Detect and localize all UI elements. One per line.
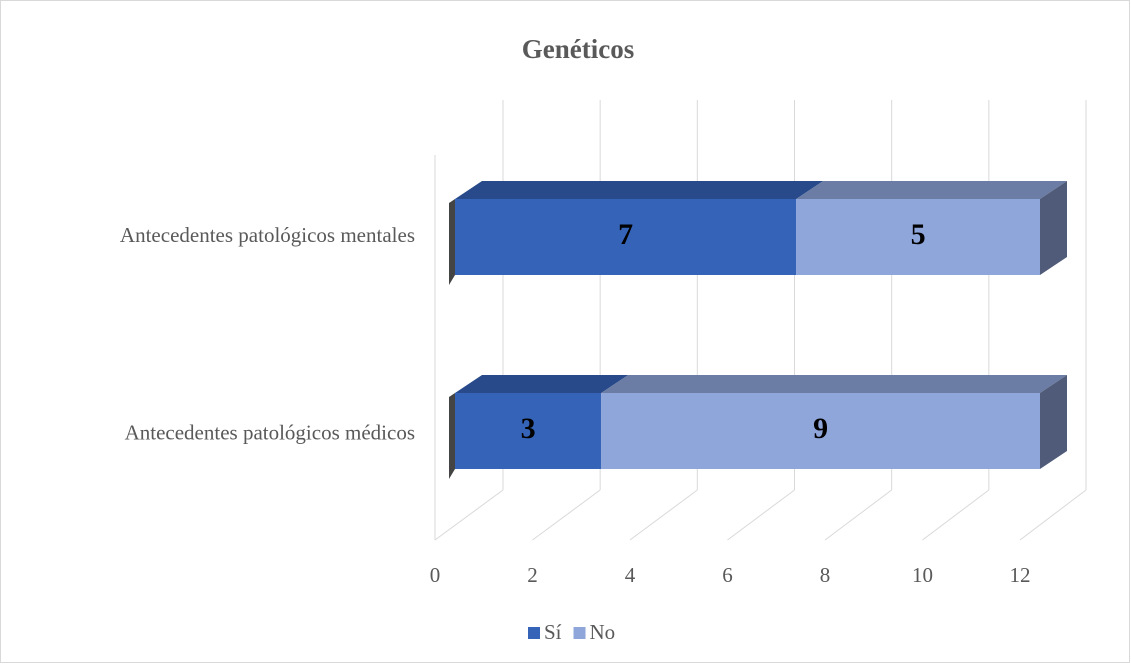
x-tick-label: 8 — [820, 563, 831, 587]
bar — [601, 393, 1040, 469]
bar-shadow — [449, 393, 455, 479]
bar-top — [455, 181, 824, 199]
x-tick-label: 2 — [527, 563, 538, 587]
bar-end — [1040, 181, 1067, 275]
data-label: 3 — [521, 412, 536, 445]
legend-label: Sí — [544, 620, 562, 644]
data-label: 5 — [911, 218, 926, 251]
x-tick-label: 12 — [1010, 563, 1031, 587]
bar-end — [1040, 375, 1067, 469]
legend-swatch — [528, 627, 540, 639]
y-tick-label: Antecedentes patológicos mentales — [120, 223, 415, 247]
bar-shadow — [449, 199, 455, 285]
x-tick-label: 6 — [722, 563, 733, 587]
legend-label: No — [590, 620, 616, 644]
grid-floor-line — [532, 489, 601, 541]
bar-top — [601, 375, 1067, 393]
data-label: 7 — [618, 218, 633, 251]
chart-title: Genéticos — [522, 34, 634, 64]
grid-floor-line — [824, 489, 892, 541]
bar — [455, 199, 797, 275]
legend-swatch — [573, 627, 586, 639]
x-tick-label: 0 — [430, 563, 441, 587]
x-tick-label: 10 — [912, 563, 933, 587]
bar-top — [796, 181, 1067, 199]
y-tick-label: Antecedentes patológicos médicos — [125, 420, 415, 444]
grid-floor-line — [1019, 489, 1087, 541]
data-label: 9 — [813, 412, 828, 445]
bar — [796, 199, 1040, 275]
grid-floor-line — [629, 489, 698, 541]
bar-top — [455, 375, 629, 393]
grid-floor-line — [434, 489, 504, 541]
x-tick-label: 4 — [625, 563, 636, 587]
bar — [455, 393, 602, 469]
grid-floor-line — [922, 489, 990, 541]
grid-floor-line — [727, 489, 795, 541]
